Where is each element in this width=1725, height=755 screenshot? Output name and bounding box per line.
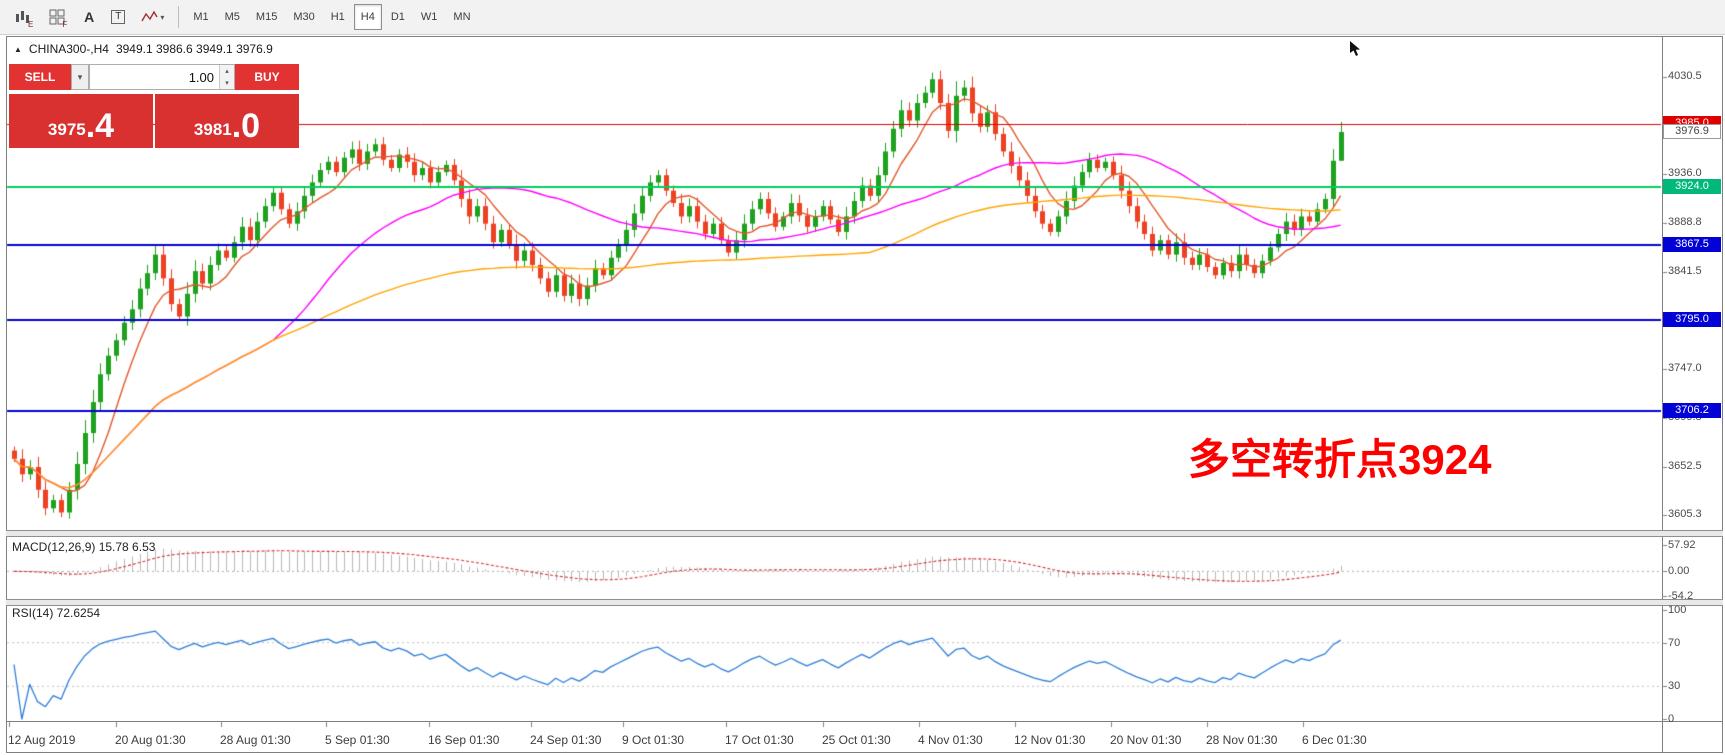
chart-symbol-header: ▲ CHINA300-,H4 3949.1 3986.6 3949.1 3976…	[14, 42, 273, 56]
macd-scale-label: 0.00	[1668, 565, 1690, 578]
price-axis-label: 3936.0	[1668, 167, 1702, 180]
macd-scale-label: 57.92	[1668, 539, 1696, 551]
price-badge: 3867.5	[1663, 236, 1721, 252]
time-axis-label: 16 Sep 01:30	[428, 733, 500, 747]
buy-price-display[interactable]: 3981 .0	[155, 94, 299, 148]
rsi-indicator-label: RSI(14) 72.6254	[12, 606, 101, 620]
timeframe-button-m1[interactable]: M1	[186, 4, 215, 30]
time-axis-label: 17 Oct 01:30	[725, 733, 794, 747]
chart-annotation-text: 多空转折点3924	[1188, 436, 1492, 483]
macd-panel-divider[interactable]	[6, 530, 1723, 537]
buy-button[interactable]: BUY	[235, 64, 299, 90]
time-axis-label: 28 Nov 01:30	[1206, 733, 1278, 747]
timeframe-button-h4[interactable]: H4	[353, 4, 382, 30]
macd-scale-label: -54.2	[1668, 590, 1694, 602]
price-axis-label: 4030.5	[1668, 69, 1702, 82]
rsi-scale-label: 30	[1668, 680, 1681, 693]
time-axis-separator	[6, 721, 1723, 722]
price-badge: 3924.0	[1663, 178, 1721, 194]
time-axis-label: 12 Nov 01:30	[1014, 733, 1086, 747]
letter-t-glyph: T	[111, 10, 126, 24]
volume-spinner: ▴ ▾	[219, 65, 234, 89]
volume-field: ▴ ▾	[89, 64, 235, 90]
grid-chart-icon[interactable]: F	[42, 4, 74, 30]
buy-price-frac: .0	[231, 107, 261, 145]
time-axis-label: 24 Sep 01:30	[530, 733, 602, 747]
time-axis-label: 6 Dec 01:30	[1302, 733, 1367, 747]
sell-price-int: 3975	[47, 120, 86, 139]
candlestick-chart-icon[interactable]: E	[8, 4, 40, 30]
collapse-icon[interactable]: ▲	[14, 44, 22, 54]
order-options-caret-icon[interactable]: ▾	[71, 64, 89, 90]
toolbar-separator	[178, 6, 180, 28]
timeframe-button-h1[interactable]: H1	[324, 4, 352, 30]
time-axis-label: 4 Nov 01:30	[918, 733, 983, 747]
time-axis-label: 20 Nov 01:30	[1110, 733, 1182, 747]
letter-a-glyph: A	[84, 9, 95, 25]
time-axis-label: 5 Sep 01:30	[325, 733, 390, 747]
volume-decrease-button[interactable]: ▾	[220, 77, 234, 89]
price-axis-label: 3841.5	[1668, 264, 1702, 277]
time-axis-label: 12 Aug 2019	[8, 733, 76, 747]
rsi-scale-label: 70	[1668, 636, 1681, 649]
price-axis-label: 3888.8	[1668, 215, 1702, 228]
time-axis-label: 20 Aug 01:30	[115, 733, 186, 747]
timeframe-button-m30[interactable]: M30	[286, 4, 321, 30]
time-axis-label: 9 Oct 01:30	[622, 733, 685, 747]
sell-button[interactable]: SELL	[9, 64, 71, 90]
icon-badge-letter: F	[62, 20, 68, 29]
price-axis-label: 3605.3	[1668, 508, 1702, 521]
timeframe-button-mn[interactable]: MN	[446, 4, 477, 30]
text-annotation-icon[interactable]: A	[76, 4, 102, 30]
icon-badge-letter: E	[28, 20, 34, 29]
symbol-period-label: CHINA300-,H4	[28, 42, 109, 56]
volume-input[interactable]	[90, 65, 219, 89]
chart-window-frame	[6, 36, 1723, 753]
macd-indicator-label: MACD(12,26,9) 15.78 6.53	[12, 540, 156, 554]
price-axis-label: 3747.0	[1668, 362, 1702, 375]
toolbar-icon-group: E F A T ▾	[8, 4, 171, 30]
rsi-scale-label: 100	[1668, 604, 1687, 616]
price-badge: 3976.9	[1663, 123, 1721, 139]
price-badge: 3706.2	[1663, 403, 1721, 419]
mouse-cursor-icon	[1349, 40, 1363, 63]
dropdown-caret-icon: ▾	[160, 12, 165, 22]
rsi-scale-label: 0	[1668, 713, 1675, 725]
time-axis[interactable]: 12 Aug 2019 20 Aug 01:30 28 Aug 01:30 5 Sep…	[6, 722, 1662, 753]
timeframe-button-w1[interactable]: W1	[414, 4, 445, 30]
sell-price-display[interactable]: 3975 .4	[9, 94, 153, 148]
zigzag-line-icon[interactable]: ▾	[134, 4, 171, 30]
volume-increase-button[interactable]: ▴	[220, 65, 234, 77]
time-axis-label: 28 Aug 01:30	[220, 733, 291, 747]
top-toolbar: E F A T ▾ M1 M5 M15 M30 H1 H4 D1 W1 MN	[0, 0, 1725, 35]
price-axis[interactable]: 4030.53983.33936.03888.83841.53794.33747…	[1663, 36, 1724, 753]
textbox-icon[interactable]: T	[104, 4, 132, 30]
timeframe-button-m5[interactable]: M5	[218, 4, 247, 30]
timeframe-button-d1[interactable]: D1	[384, 4, 412, 30]
ohlc-values: 3949.1 3986.6 3949.1 3976.9	[115, 42, 273, 56]
sell-price-frac: .4	[85, 107, 115, 145]
time-axis-label: 25 Oct 01:30	[822, 733, 891, 747]
price-axis-label: 3652.5	[1668, 459, 1702, 472]
trade-panel: SELL ▾ ▴ ▾ BUY 3975 .4 3981 .0	[9, 64, 299, 148]
rsi-panel-divider[interactable]	[6, 599, 1723, 606]
price-badge: 3795.0	[1663, 311, 1721, 327]
timeframe-button-m15[interactable]: M15	[249, 4, 284, 30]
buy-price-int: 3981	[193, 120, 232, 139]
price-axis-separator	[1662, 36, 1663, 753]
timeframe-group: M1 M5 M15 M30 H1 H4 D1 W1 MN	[186, 4, 477, 30]
